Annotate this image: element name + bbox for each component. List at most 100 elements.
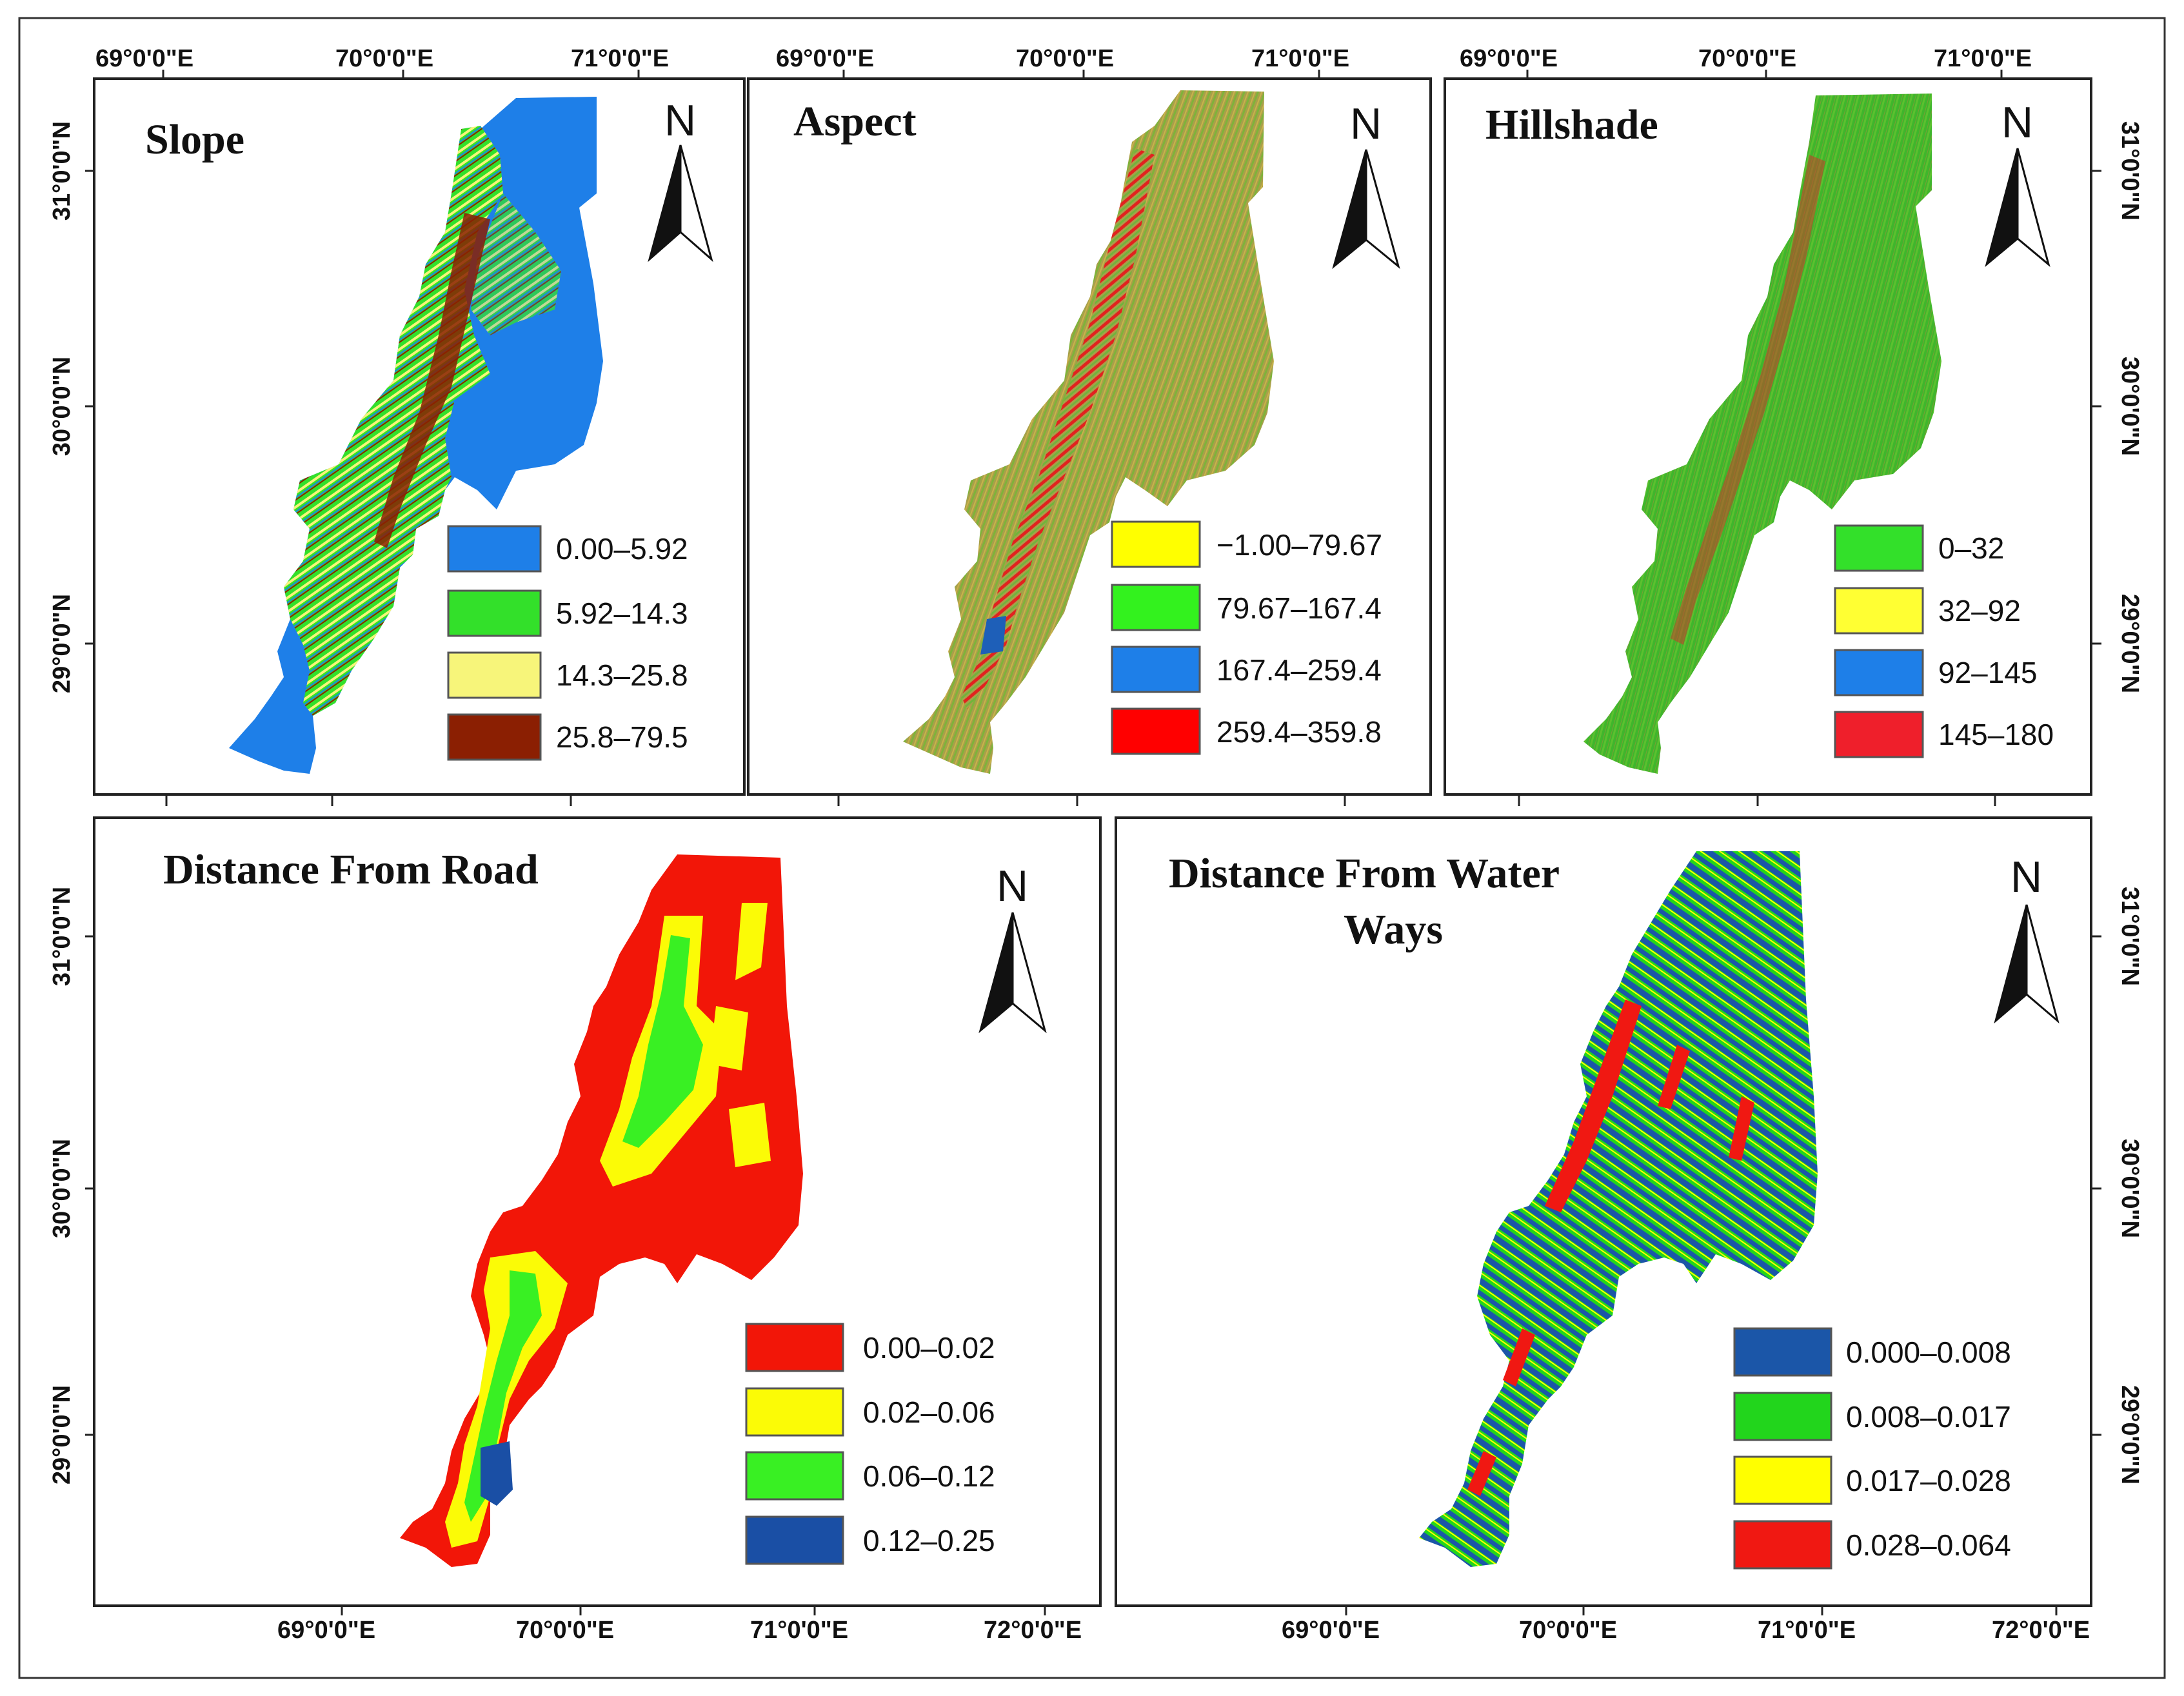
legend-label: 0.017–0.028: [1846, 1464, 2011, 1497]
north-arrow-icon: N: [1332, 99, 1400, 270]
lat-label: 31°0'0"N: [2116, 121, 2143, 221]
road-legend: 0.00–0.02 0.02–0.06 0.06–0.12 0.12–0.25: [745, 1323, 995, 1565]
legend-swatch: [1733, 1327, 1832, 1377]
legend-label: 0.008–0.017: [1846, 1400, 2011, 1434]
lat-label: 31°0'0"N: [48, 887, 75, 986]
water-panel: Distance From Water Ways N 0.000–0.008 0…: [1115, 816, 2092, 1607]
hillshade-legend: 0–32 32–92 92–145 145–180: [1834, 524, 2054, 758]
outer-frame: [18, 17, 2166, 1679]
top-longitude-labels: 69°0'0"E 70°0'0"E 71°0'0"E 69°0'0"E 70°0…: [95, 45, 2032, 72]
legend-label: 79.67–167.4: [1216, 591, 1382, 625]
hillshade-region-map: [1583, 94, 1941, 774]
legend-label: 0.00–5.92: [556, 532, 688, 566]
road-title: Distance From Road: [163, 846, 539, 893]
road-region-map: [400, 854, 803, 1567]
legend-label: 92–145: [1938, 656, 2038, 689]
slope-title: Slope: [145, 116, 244, 163]
bottom-longitude-labels: 69°0'0"E 70°0'0"E 71°0'0"E 72°0'0"E 69°0…: [277, 1617, 2090, 1644]
hillshade-red-ridge: [1671, 155, 1825, 645]
lon-label: 71°0'0"E: [1934, 45, 2032, 72]
north-arrow-icon: N: [1994, 853, 2060, 1024]
lat-label: 31°0'0"N: [2116, 887, 2143, 986]
road-yellow-patches: [710, 903, 771, 1167]
slope-mixed-area: [284, 126, 503, 716]
lon-label: 69°0'0"E: [776, 45, 874, 72]
legend-swatch: [1111, 584, 1201, 631]
north-arrow-icon: N: [648, 96, 713, 262]
water-title-line1: Distance From Water: [1169, 850, 1560, 897]
lat-label: 29°0'0"N: [48, 1385, 75, 1484]
lon-label: 71°0'0"E: [571, 45, 669, 72]
north-label: N: [997, 862, 1028, 911]
legend-swatch: [1733, 1392, 1832, 1441]
legend-label: 14.3–25.8: [556, 658, 688, 692]
north-label: N: [664, 96, 696, 145]
water-region-map: [1419, 851, 1818, 1567]
hillshade-base-area: [1583, 94, 1941, 774]
north-arrow-icon: N: [1985, 98, 2050, 268]
lat-label: 31°0'0"N: [48, 121, 75, 221]
lon-label: 72°0'0"E: [1992, 1617, 2090, 1644]
aspect-blue-patch: [980, 616, 1006, 655]
left-latitude-labels: 31°0'0"N 30°0'0"N 29°0'0"N 31°0'0"N 30°0…: [48, 121, 75, 1484]
lat-label: 29°0'0"N: [48, 594, 75, 693]
legend-swatch: [447, 651, 542, 699]
lat-label: 30°0'0"N: [2116, 357, 2143, 456]
legend-label: 0.12–0.25: [863, 1524, 995, 1557]
north-label: N: [2010, 853, 2042, 902]
slope-legend: 0.00–5.92 5.92–14.3 14.3–25.8 25.8–79.5: [447, 525, 688, 761]
legend-label: 167.4–259.4: [1216, 653, 1382, 687]
tick-marks: [85, 70, 2101, 1615]
legend-swatch: [745, 1387, 844, 1437]
lon-label: 69°0'0"E: [95, 45, 194, 72]
road-panel: Distance From Road N 0.00–0.02 0.02–0.06…: [93, 816, 1102, 1607]
slope-steep-ridge: [374, 213, 490, 548]
legend-label: 25.8–79.5: [556, 720, 688, 754]
water-base-area: [1419, 851, 1818, 1567]
road-blue-zone: [481, 1441, 513, 1506]
lon-label: 70°0'0"E: [1016, 45, 1114, 72]
legend-swatch: [1733, 1520, 1832, 1570]
aspect-red-ridge: [961, 148, 1155, 709]
legend-label: 0.02–0.06: [863, 1395, 995, 1429]
lon-label: 70°0'0"E: [1698, 45, 1796, 72]
aspect-region-map: [903, 90, 1274, 774]
lat-label: 29°0'0"N: [2116, 594, 2143, 693]
legend-swatch: [1834, 711, 1924, 758]
legend-swatch: [447, 525, 542, 573]
north-label: N: [2001, 98, 2033, 147]
lat-label: 30°0'0"N: [48, 1139, 75, 1238]
lon-label: 71°0'0"E: [750, 1617, 848, 1644]
lon-label: 69°0'0"E: [1282, 1617, 1380, 1644]
slope-ridge-arc: [471, 193, 561, 335]
legend-swatch: [447, 713, 542, 761]
legend-swatch: [1111, 707, 1201, 755]
slope-region-map: [229, 97, 603, 774]
lon-label: 69°0'0"E: [1460, 45, 1558, 72]
legend-label: −1.00–79.67: [1216, 528, 1382, 562]
legend-label: 32–92: [1938, 594, 2021, 627]
legend-label: 0.028–0.064: [1846, 1528, 2011, 1562]
water-red-zones: [1467, 1000, 1754, 1496]
legend-swatch: [1733, 1455, 1832, 1505]
lon-label: 70°0'0"E: [335, 45, 433, 72]
north-arrow-icon: N: [978, 862, 1047, 1034]
hillshade-title: Hillshade: [1485, 101, 1658, 148]
aspect-title: Aspect: [793, 98, 917, 145]
lon-label: 71°0'0"E: [1758, 1617, 1856, 1644]
legend-label: 145–180: [1938, 718, 2054, 751]
lat-label: 29°0'0"N: [2116, 1385, 2143, 1484]
water-legend: 0.000–0.008 0.008–0.017 0.017–0.028 0.02…: [1733, 1327, 2011, 1570]
lon-label: 72°0'0"E: [984, 1617, 1082, 1644]
legend-swatch: [1834, 649, 1924, 696]
slope-panel: Slope N 0.00–5.92 5.92–14.3 14.3–25.8 25…: [93, 77, 746, 796]
legend-label: 259.4–359.8: [1216, 715, 1382, 749]
legend-swatch: [1111, 520, 1201, 568]
lon-label: 71°0'0"E: [1251, 45, 1349, 72]
road-green-zone: [622, 935, 703, 1148]
legend-swatch: [1111, 646, 1201, 693]
aspect-panel: Aspect N −1.00–79.67 79.67–167.4 167.4–2…: [747, 77, 1432, 796]
water-title-line2: Ways: [1344, 906, 1443, 953]
legend-swatch: [745, 1515, 844, 1565]
north-label: N: [1350, 99, 1382, 148]
